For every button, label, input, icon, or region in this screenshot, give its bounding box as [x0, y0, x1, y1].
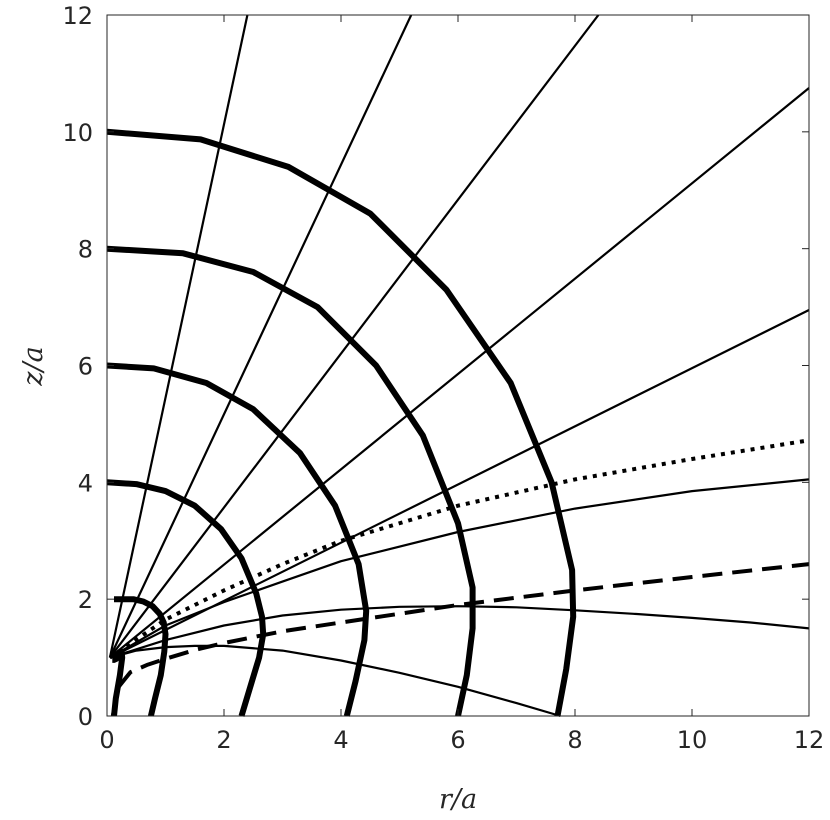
tick-layer: 0 2 4 6 8 10 12 0 2 4 6 8 10 12 [62, 2, 824, 754]
field-line-2 [108, 14, 413, 659]
field-line-3 [109, 14, 600, 659]
x-tick-label: 6 [450, 726, 465, 754]
field-line-6 [109, 478, 810, 659]
y-tick-label: 6 [78, 353, 93, 381]
y-tick-label: 8 [78, 236, 93, 264]
x-tick-label: 0 [99, 726, 114, 754]
equipotential-curve-5 [106, 245, 476, 717]
x-axis-label: r/a [439, 784, 477, 815]
y-tick-label: 0 [78, 703, 93, 731]
field-line-5 [109, 309, 810, 659]
y-axis-label: z/a [18, 346, 49, 386]
x-tick-label: 8 [567, 726, 582, 754]
field-line-7 [109, 605, 810, 659]
x-tick-label: 4 [333, 726, 348, 754]
equipotential-curve-2 [114, 596, 169, 717]
x-tick-label: 10 [677, 726, 708, 754]
y-tick-label: 2 [78, 586, 93, 614]
equipotential-curve-1 [111, 648, 126, 717]
field-line-4 [109, 87, 810, 659]
series-layer [106, 14, 810, 718]
y-tick-label: 4 [78, 469, 93, 497]
field-line-1 [108, 14, 249, 658]
equipotential-curve-4 [106, 362, 370, 717]
dotted-line [108, 438, 810, 660]
field-line-8 [109, 644, 561, 718]
x-tick-label: 12 [794, 726, 825, 754]
y-tick-label: 12 [62, 2, 93, 30]
equipotential-curve-6 [106, 128, 577, 717]
y-tick-label: 10 [62, 119, 93, 147]
x-tick-label: 2 [216, 726, 231, 754]
equipotential-curve-3 [106, 479, 267, 717]
dashed-line [110, 562, 810, 717]
